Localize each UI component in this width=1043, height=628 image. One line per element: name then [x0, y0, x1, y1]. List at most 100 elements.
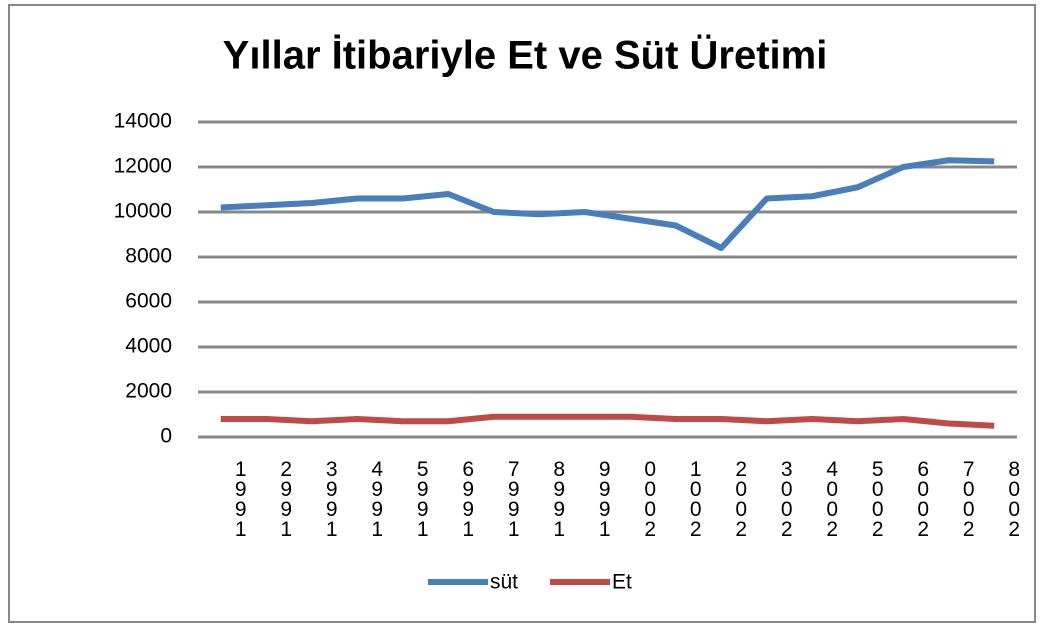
x-tick-char: 2	[826, 518, 838, 541]
x-tick-char: 9	[599, 498, 611, 521]
x-tick-char: 1	[599, 518, 611, 541]
x-tick-char: 3	[781, 458, 793, 481]
y-tick-label: 12000	[114, 155, 172, 178]
x-tick-char: 1	[326, 518, 338, 541]
x-tick-char: 2	[644, 518, 656, 541]
y-tick-label: 10000	[114, 200, 172, 223]
x-tick-char: 0	[690, 498, 702, 521]
x-tick-char: 0	[735, 498, 747, 521]
y-tick-label: 6000	[125, 290, 172, 313]
x-tick-char: 9	[371, 498, 383, 521]
x-tick-char: 9	[235, 498, 247, 521]
x-tick-char: 1	[462, 518, 474, 541]
x-tick-char: 4	[371, 458, 383, 481]
chart-title: Yıllar İtibariyle Et ve Süt Üretimi	[223, 33, 828, 78]
x-tick-char: 0	[872, 478, 884, 501]
x-tick-char: 2	[872, 518, 884, 541]
x-tick-char: 0	[781, 498, 793, 521]
x-tick-char: 0	[1008, 498, 1020, 521]
x-tick-char: 7	[508, 458, 520, 481]
x-tick-char: 8	[553, 458, 565, 481]
x-tick-char: 9	[508, 498, 520, 521]
x-tick-char: 0	[963, 498, 975, 521]
x-tick-char: 6	[917, 458, 929, 481]
legend-label: süt	[490, 571, 518, 594]
x-tick-char: 2	[735, 518, 747, 541]
x-tick-char: 7	[963, 458, 975, 481]
x-tick-char: 3	[326, 458, 338, 481]
x-tick-char: 1	[280, 518, 292, 541]
x-tick-char: 9	[508, 478, 520, 501]
x-tick-char: 2	[963, 518, 975, 541]
x-tick-char: 1	[235, 518, 247, 541]
x-tick-char: 2	[917, 518, 929, 541]
x-tick-char: 9	[462, 498, 474, 521]
x-tick-char: 0	[826, 478, 838, 501]
x-tick-char: 2	[1008, 518, 1020, 541]
x-tick-char: 0	[781, 478, 793, 501]
x-tick-char: 2	[280, 458, 292, 481]
x-tick-char: 0	[644, 498, 656, 521]
y-tick-label: 4000	[125, 335, 172, 358]
y-tick-label: 8000	[125, 245, 172, 268]
x-tick-char: 0	[735, 478, 747, 501]
x-tick-char: 0	[917, 498, 929, 521]
x-tick-char: 0	[826, 498, 838, 521]
line-series	[220, 157, 995, 251]
x-tick-char: 2	[781, 518, 793, 541]
x-tick-char: 0	[872, 498, 884, 521]
x-tick-char: 1	[417, 518, 429, 541]
y-tick-label: 0	[160, 425, 172, 448]
x-tick-char: 9	[417, 498, 429, 521]
x-tick-char: 9	[599, 458, 611, 481]
x-tick-char: 9	[235, 478, 247, 501]
chart-border	[8, 4, 1036, 623]
x-tick-char: 2	[735, 458, 747, 481]
x-tick-char: 0	[644, 458, 656, 481]
x-tick-char: 9	[599, 478, 611, 501]
x-tick-char: 1	[508, 518, 520, 541]
x-tick-char: 9	[280, 478, 292, 501]
x-tick-char: 0	[917, 478, 929, 501]
x-tick-char: 0	[690, 478, 702, 501]
x-tick-char: 8	[1008, 458, 1020, 481]
y-tick-label: 2000	[125, 380, 172, 403]
x-tick-char: 9	[326, 478, 338, 501]
x-tick-char: 6	[462, 458, 474, 481]
legend-label: Et	[612, 571, 632, 594]
x-tick-char: 1	[371, 518, 383, 541]
x-tick-char: 1	[553, 518, 565, 541]
